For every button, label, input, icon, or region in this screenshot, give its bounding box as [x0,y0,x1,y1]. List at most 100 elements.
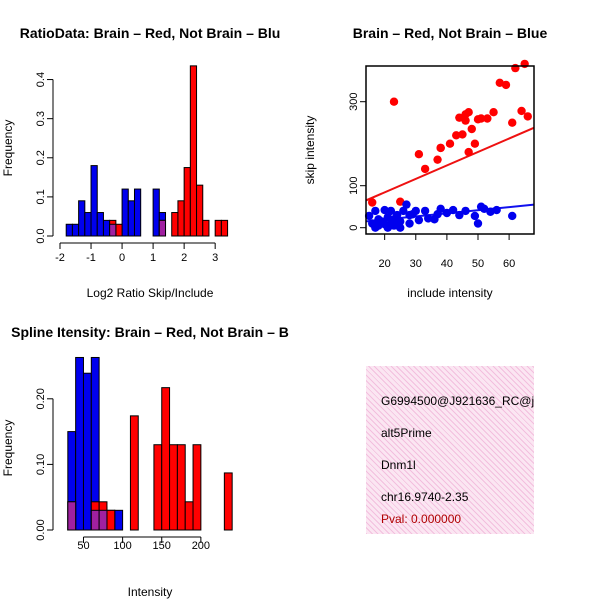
panel1-bar-brain [196,184,204,237]
panel1-bar-not-brain [84,212,92,237]
panel1-bar-not-brain [65,223,73,237]
panel3-bar-brain [192,444,202,531]
panel1-bar-not-brain [127,200,135,237]
panel1-bar-brain [202,219,210,237]
panel3-y-tick-label: 0.00 [35,519,47,540]
panel2-x-tick-label: 60 [503,258,515,270]
panel2-point-brain [458,130,467,139]
panel2-point-brain [489,108,498,117]
panel3-bar-overlap [98,509,108,531]
panel3-bar-not-brain [75,356,84,531]
panel1-bar-overlap [109,223,117,237]
event-id: G6994500@J921636_RC@j [381,394,534,408]
panel2-point-not-brain [420,206,430,216]
panel1-bar-not-brain [71,223,80,237]
event-type: alt5Prime [381,426,432,440]
panel2-point-not-brain [386,206,396,216]
panel2-point-brain [455,113,464,122]
panel3-bar-brain [106,509,116,531]
panel1-y-tick-label: 0.2 [35,150,47,165]
panel1-bar-overlap [158,219,167,237]
panel2-point-not-brain [473,219,483,228]
panel2-point-brain [467,124,476,134]
panel3-y-tick-label: 0.20 [35,388,47,409]
panel2-point-brain [452,131,461,140]
panel1-title: RatioData: Brain – Red, Not Brain – Blu [20,25,281,41]
panel2-point-not-brain [461,206,470,216]
panel3-bar-brain [184,501,194,531]
panel1-bar-not-brain [152,188,160,237]
panel1-x-tick-label: -2 [55,252,65,264]
panel2-point-not-brain [411,206,420,216]
panel2-y-tick-label: 300 [348,93,360,111]
panel1-bar-brain [220,219,229,237]
panel1-bar-brain [214,219,222,237]
panel2-point-brain [483,114,492,123]
panel1-y-tick-label: 0.3 [35,111,47,126]
panel2-x-tick-label: 50 [472,258,484,270]
panel1-bar-not-brain [121,188,129,237]
panel1-y-axis-label: Frequency [1,120,15,177]
panel1-bar-not-brain [102,219,111,237]
panel2-point-not-brain [448,205,458,215]
panel2-point-not-brain [492,205,501,215]
panel3-x-tick-label: 150 [153,540,171,552]
panel2-x-axis-label: include intensity [407,286,492,300]
panel2-point-brain [501,80,511,90]
panel2-point-brain [414,150,424,159]
panel2-point-brain [470,139,480,148]
panel1-bar-brain [189,65,198,237]
panel2-point-not-brain [396,217,405,226]
panel3-bar-brain [176,444,186,531]
panel2-point-brain [389,97,399,106]
panel2-point-brain [368,198,377,207]
event-location: chr16.9740-2.35 [381,490,469,504]
panel1-y-tick-label: 0.1 [35,189,47,204]
panel2-point-not-brain [470,211,480,221]
panel1-bar-not-brain [90,165,98,237]
panel1-bar-brain [183,167,191,237]
panel2-point-not-brain [402,200,411,209]
panel3-x-axis-label: Intensity [128,585,173,599]
panel2-point-not-brain [396,223,405,232]
panel2-point-brain [420,164,430,174]
panel1-y-tick-label: 0.4 [35,72,47,87]
panel3-bar-not-brain [114,509,124,531]
panel2-point-brain [461,116,470,125]
panel2-point-brain [508,118,517,127]
panel2-x-tick-label: 30 [410,258,422,270]
panel1-bar-brain [177,200,185,237]
panel3-x-tick-label: 200 [192,540,210,552]
panel3-bar-not-brain [82,372,92,531]
panel2-point-brain [433,155,442,164]
panel3-bar-overlap [67,501,77,531]
panel2-point-not-brain [480,204,489,213]
panel2-point-not-brain [380,205,389,215]
panel2-point-brain [464,108,473,117]
panel2-point-not-brain [424,214,433,223]
panel2-x-tick-label: 40 [441,258,453,270]
panel1-y-tick-label: 0.0 [35,228,47,243]
panel2-x-tick-label: 20 [379,258,391,270]
panel3-bar-overlap [90,509,100,531]
panel2-y-axis-label: skip intensity [303,116,317,185]
panel2-point-brain [436,143,445,153]
panel2-point-not-brain [455,210,464,220]
panel2-point-not-brain [392,210,402,220]
panel2-point-not-brain [364,211,374,221]
panel2-point-not-brain [405,219,414,228]
panel3-bar-brain [169,444,178,531]
panel2-point-brain [520,59,529,69]
panel3-x-tick-label: 50 [77,540,89,552]
panel3-title: Spline Itensity: Brain – Red, Not Brain … [11,324,289,340]
panel2-y-tick-label: 0 [348,225,360,231]
panel2-point-not-brain [442,208,452,218]
panel1-x-tick-label: 2 [181,252,187,264]
panel2-plot-box [365,65,535,235]
panel3-y-axis-label: Frequency [1,420,15,477]
panel1-bar-not-brain [78,200,86,237]
panel2-fit-line-brain [366,126,534,202]
panel2-point-brain [523,112,532,121]
panel2-point-brain [476,114,486,123]
